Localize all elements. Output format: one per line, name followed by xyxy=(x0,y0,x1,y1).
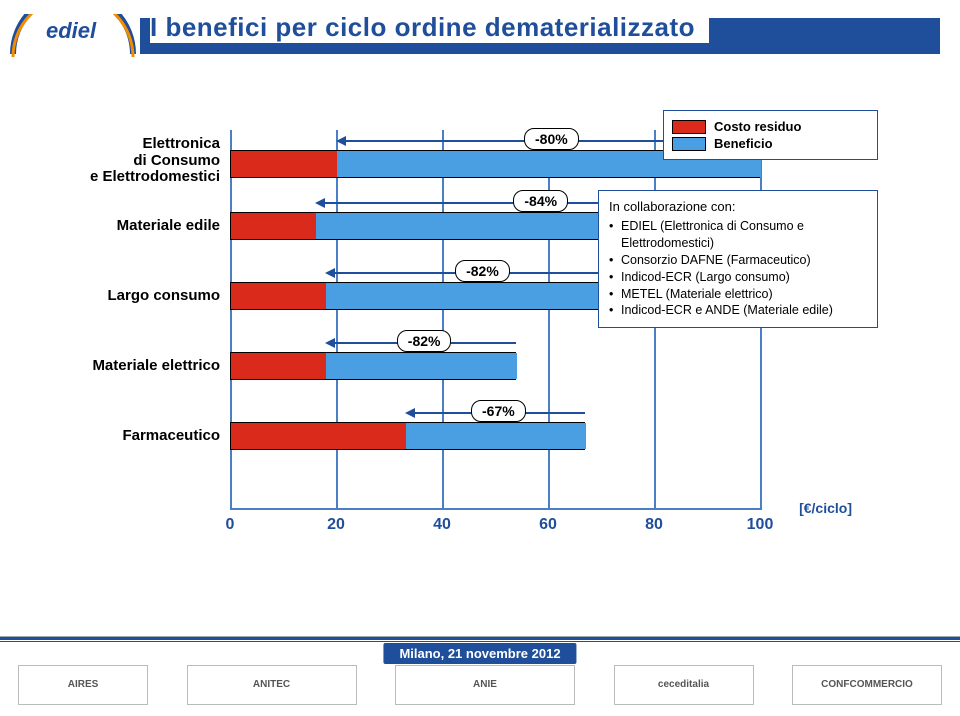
bar-benefit-4 xyxy=(406,423,586,449)
brand-logo-text: ediel xyxy=(46,18,96,44)
pct-callout-1: -84% xyxy=(513,190,568,212)
collab-box: In collaborazione con: EDIEL (Elettronic… xyxy=(598,190,878,328)
footer-logo-anitec: ANITEC xyxy=(187,665,357,705)
gridline xyxy=(442,130,444,510)
collab-item-4: Indicod-ECR e ANDE (Materiale edile) xyxy=(609,302,867,319)
legend-label-benefit: Beneficio xyxy=(714,136,773,151)
row-label-0-l2: di Consumo xyxy=(133,152,220,169)
arrow-head-2 xyxy=(325,268,335,278)
bar-residual-3 xyxy=(231,353,326,379)
footer: Milano, 21 novembre 2012 AIRESANITECANIE… xyxy=(0,636,960,716)
x-tick-label: 20 xyxy=(327,516,345,534)
brand-logo: ediel xyxy=(8,12,138,60)
row-label-0-l3: e Elettrodomestici xyxy=(90,168,220,185)
footer-rule-2 xyxy=(0,641,960,642)
pct-callout-4: -67% xyxy=(471,400,526,422)
collab-item-2: Indicod-ECR (Largo consumo) xyxy=(609,269,867,286)
footer-logo-confcommercio: CONFCOMMERCIO xyxy=(792,665,942,705)
x-tick-label: 0 xyxy=(226,516,235,534)
collab-title: In collaborazione con: xyxy=(609,199,867,214)
arrow-head-0 xyxy=(336,136,346,146)
legend: Costo residuo Beneficio xyxy=(663,110,878,160)
page-title: I benefici per ciclo ordine dematerializ… xyxy=(150,12,709,43)
collab-item-3: METEL (Materiale elettrico) xyxy=(609,286,867,303)
bar-residual-1 xyxy=(231,213,316,239)
row-label-1: Materiale edile xyxy=(60,218,220,235)
collab-item-1: Consorzio DAFNE (Farmaceutico) xyxy=(609,252,867,269)
row-label-0: Elettronica di Consumo e Elettrodomestic… xyxy=(60,136,220,186)
bar-benefit-2 xyxy=(326,283,633,309)
footer-logos: AIRES ANITEC ANIE ceceditalia CONFCOMMERCIO xyxy=(18,659,942,710)
bar-residual-4 xyxy=(231,423,406,449)
bar-track-4 xyxy=(230,422,585,450)
bar-track-2 xyxy=(230,282,633,310)
bar-benefit-3 xyxy=(326,353,517,379)
row-label-2: Largo consumo xyxy=(60,288,220,305)
bar-track-3 xyxy=(230,352,516,380)
gridline xyxy=(548,130,550,510)
footer-logo-anie: ANIE xyxy=(395,665,575,705)
pct-callout-3: -82% xyxy=(397,330,452,352)
pct-callout-0: -80% xyxy=(524,128,579,150)
x-axis xyxy=(230,508,760,510)
row-label-4: Farmaceutico xyxy=(60,428,220,445)
legend-swatch-benefit xyxy=(672,137,706,151)
gridline xyxy=(230,130,232,510)
legend-row-benefit: Beneficio xyxy=(672,136,869,151)
collab-list: EDIEL (Elettronica di Consumo e Elettrod… xyxy=(609,218,867,319)
footer-rule-1 xyxy=(0,637,960,640)
gridline xyxy=(336,130,338,510)
collab-item-0: EDIEL (Elettronica di Consumo e Elettrod… xyxy=(609,218,867,252)
header: ediel I benefici per ciclo ordine demate… xyxy=(0,12,960,60)
arrow-head-3 xyxy=(325,338,335,348)
x-tick-label: 100 xyxy=(747,516,774,534)
chart: Elettronica di Consumo e Elettrodomestic… xyxy=(60,130,900,550)
x-tick-label: 40 xyxy=(433,516,451,534)
y-axis-labels: Elettronica di Consumo e Elettrodomestic… xyxy=(60,130,225,510)
unit-label: [€/ciclo] xyxy=(799,500,852,516)
row-label-0-l1: Elettronica xyxy=(142,135,220,152)
legend-swatch-residual xyxy=(672,120,706,134)
bar-residual-0 xyxy=(231,151,337,177)
bar-residual-2 xyxy=(231,283,326,309)
footer-logo-ceceditalia: ceceditalia xyxy=(614,665,754,705)
x-tick-label: 80 xyxy=(645,516,663,534)
arrow-head-4 xyxy=(405,408,415,418)
pct-callout-2: -82% xyxy=(455,260,510,282)
footer-logo-aires: AIRES xyxy=(18,665,148,705)
legend-label-residual: Costo residuo xyxy=(714,119,801,134)
x-tick-label: 60 xyxy=(539,516,557,534)
row-label-3: Materiale elettrico xyxy=(60,358,220,375)
arrow-head-1 xyxy=(315,198,325,208)
legend-row-residual: Costo residuo xyxy=(672,119,869,134)
